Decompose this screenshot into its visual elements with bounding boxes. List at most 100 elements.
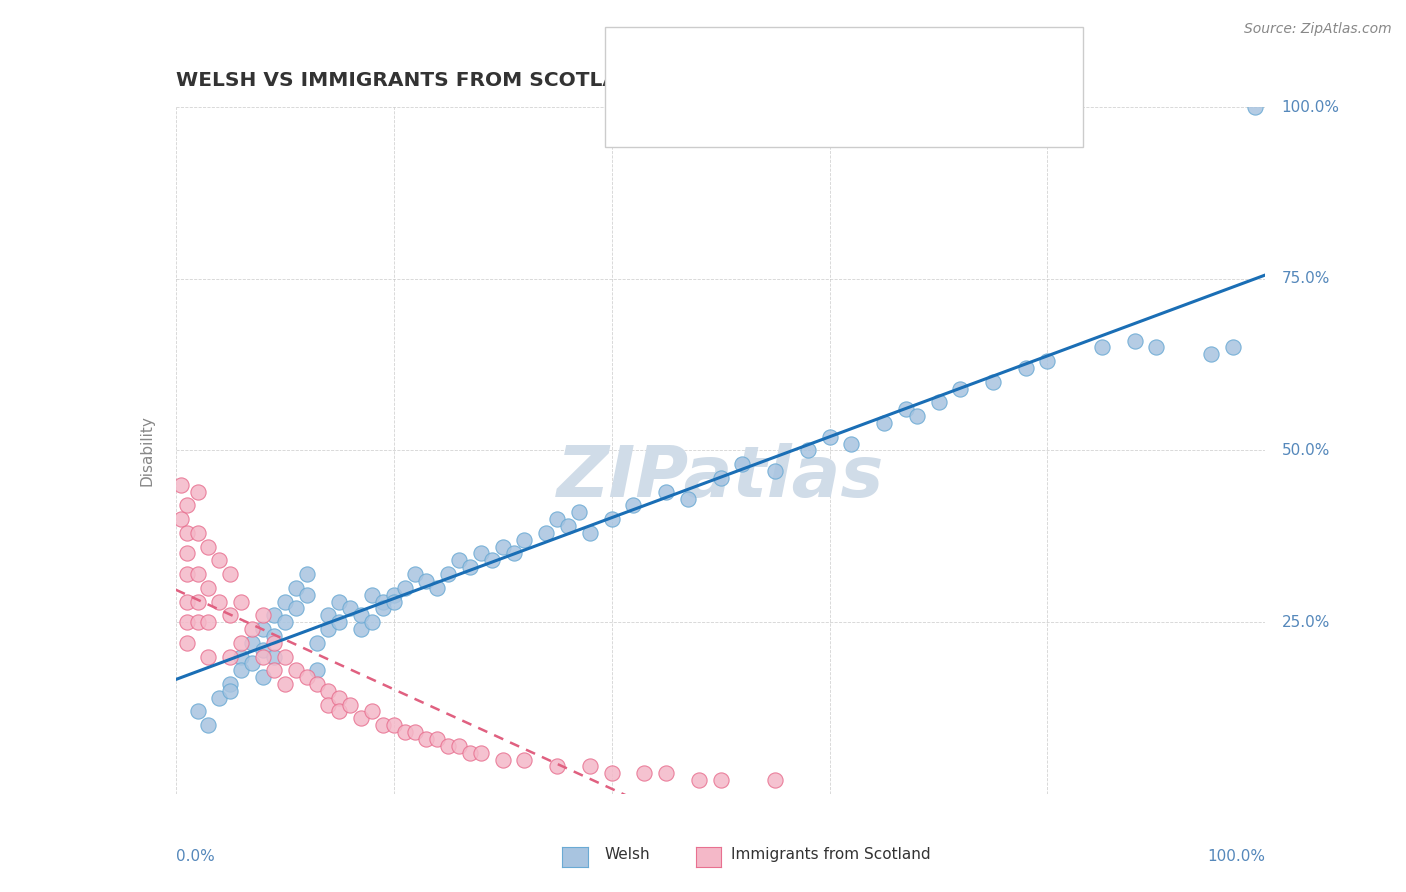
Immigrants from Scotland: [492, 753, 515, 767]
Welsh: [568, 505, 591, 519]
Welsh: [263, 649, 285, 664]
Immigrants from Scotland: [284, 663, 307, 677]
Welsh: [339, 601, 361, 615]
Welsh: [894, 402, 917, 417]
Welsh: [710, 471, 733, 485]
Text: R =: R =: [672, 92, 710, 110]
Immigrants from Scotland: [339, 698, 361, 712]
Welsh: [873, 416, 896, 430]
Welsh: [621, 499, 644, 513]
Welsh: [263, 629, 285, 643]
Welsh: [818, 430, 841, 444]
Welsh: [437, 567, 460, 582]
Text: 62: 62: [820, 92, 842, 110]
Welsh: [284, 601, 307, 615]
Welsh: [470, 546, 492, 561]
Text: 0.455: 0.455: [710, 56, 762, 74]
Welsh: [405, 567, 427, 582]
Immigrants from Scotland: [688, 773, 710, 788]
Text: ZIPatlas: ZIPatlas: [557, 443, 884, 512]
Immigrants from Scotland: [176, 636, 198, 650]
Immigrants from Scotland: [170, 478, 193, 492]
Welsh: [928, 395, 950, 409]
Text: WELSH VS IMMIGRANTS FROM SCOTLAND DISABILITY CORRELATION CHART: WELSH VS IMMIGRANTS FROM SCOTLAND DISABI…: [176, 71, 1032, 90]
Y-axis label: Disability: Disability: [141, 415, 155, 486]
Immigrants from Scotland: [176, 567, 198, 582]
Immigrants from Scotland: [710, 773, 733, 788]
Welsh: [546, 512, 568, 526]
Welsh: [1146, 340, 1168, 354]
Immigrants from Scotland: [197, 615, 219, 630]
Welsh: [219, 677, 242, 691]
Welsh: [534, 525, 557, 540]
Immigrants from Scotland: [208, 553, 231, 567]
Immigrants from Scotland: [231, 636, 253, 650]
Welsh: [371, 594, 394, 608]
Immigrants from Scotland: [655, 766, 678, 780]
Welsh: [295, 588, 318, 602]
Welsh: [295, 567, 318, 582]
Welsh: [949, 382, 972, 396]
Welsh: [513, 533, 536, 547]
Welsh: [252, 670, 274, 684]
Welsh: [394, 581, 416, 595]
Welsh: [579, 525, 602, 540]
Immigrants from Scotland: [546, 759, 568, 773]
Immigrants from Scotland: [415, 731, 437, 746]
Immigrants from Scotland: [231, 594, 253, 608]
Welsh: [382, 588, 405, 602]
Welsh: [676, 491, 699, 506]
Immigrants from Scotland: [307, 677, 329, 691]
Immigrants from Scotland: [458, 746, 481, 760]
Immigrants from Scotland: [176, 594, 198, 608]
Welsh: [231, 649, 253, 664]
Immigrants from Scotland: [252, 649, 274, 664]
Text: 25.0%: 25.0%: [1282, 615, 1330, 630]
Text: 75.0%: 75.0%: [1282, 271, 1330, 286]
Text: Source: ZipAtlas.com: Source: ZipAtlas.com: [1244, 22, 1392, 37]
Immigrants from Scotland: [382, 718, 405, 732]
Welsh: [492, 540, 515, 554]
Welsh: [557, 519, 579, 533]
Immigrants from Scotland: [274, 677, 297, 691]
Welsh: [208, 690, 231, 705]
Welsh: [274, 594, 297, 608]
Welsh: [415, 574, 437, 588]
Immigrants from Scotland: [186, 484, 209, 499]
Immigrants from Scotland: [600, 766, 623, 780]
Welsh: [655, 484, 678, 499]
Welsh: [284, 581, 307, 595]
Text: Immigrants from Scotland: Immigrants from Scotland: [731, 847, 931, 862]
Text: R =: R =: [672, 56, 710, 74]
Immigrants from Scotland: [186, 567, 209, 582]
Welsh: [382, 594, 405, 608]
Immigrants from Scotland: [470, 746, 492, 760]
Immigrants from Scotland: [513, 753, 536, 767]
Immigrants from Scotland: [328, 690, 350, 705]
Immigrants from Scotland: [176, 546, 198, 561]
Welsh: [1199, 347, 1222, 361]
Immigrants from Scotland: [197, 540, 219, 554]
Immigrants from Scotland: [219, 608, 242, 623]
Immigrants from Scotland: [763, 773, 786, 788]
Immigrants from Scotland: [208, 594, 231, 608]
Welsh: [731, 457, 754, 471]
Welsh: [481, 553, 503, 567]
Welsh: [371, 601, 394, 615]
Welsh: [1123, 334, 1146, 348]
Welsh: [361, 588, 384, 602]
Welsh: [905, 409, 928, 424]
Welsh: [252, 622, 274, 636]
Welsh: [1036, 354, 1059, 368]
Welsh: [186, 705, 209, 719]
Welsh: [426, 581, 449, 595]
Welsh: [1091, 340, 1114, 354]
Welsh: [318, 608, 340, 623]
Welsh: [841, 436, 863, 450]
Welsh: [307, 636, 329, 650]
Immigrants from Scotland: [447, 739, 470, 753]
Text: 50.0%: 50.0%: [1282, 443, 1330, 458]
Welsh: [231, 663, 253, 677]
Immigrants from Scotland: [579, 759, 602, 773]
Text: 100.0%: 100.0%: [1282, 100, 1340, 114]
